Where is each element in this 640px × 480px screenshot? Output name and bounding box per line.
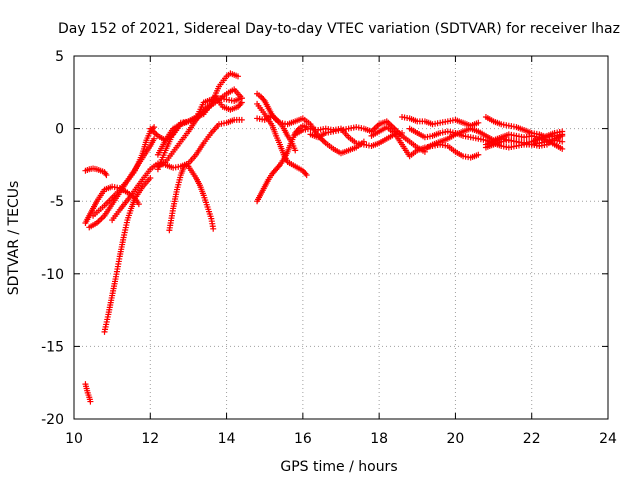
data-point	[559, 138, 566, 145]
x-tick-label: 16	[294, 431, 312, 447]
x-tick-label: 20	[447, 431, 465, 447]
x-axis-label: GPS time / hours	[280, 459, 397, 475]
data-point	[475, 119, 482, 126]
data-point	[147, 174, 154, 181]
data-point	[292, 147, 299, 154]
y-tick-label: 0	[55, 122, 64, 138]
data-point	[135, 201, 142, 208]
data-points	[82, 70, 566, 405]
x-tick-label: 14	[218, 431, 236, 447]
x-tick-label: 12	[141, 431, 159, 447]
data-point	[559, 145, 566, 152]
data-point	[235, 73, 242, 80]
data-point	[103, 172, 110, 179]
data-point	[238, 116, 245, 123]
data-point	[238, 99, 245, 106]
x-tick-label: 22	[523, 431, 541, 447]
y-tick-label: -15	[41, 339, 64, 355]
y-axis-label: SDTVAR / TECUs	[6, 181, 22, 296]
x-tick-label: 18	[370, 431, 388, 447]
data-point	[303, 172, 310, 179]
y-tick-label: -5	[50, 194, 64, 210]
chart-title: Day 152 of 2021, Sidereal Day-to-day VTE…	[58, 21, 620, 37]
data-point	[210, 225, 217, 232]
data-point	[87, 398, 94, 405]
y-tick-label: -20	[41, 412, 64, 428]
x-tick-label: 10	[65, 431, 83, 447]
y-tick-label: -10	[41, 267, 64, 283]
x-tick-label: 24	[599, 431, 617, 447]
data-point	[559, 128, 566, 135]
data-point	[151, 135, 158, 142]
y-tick-label: 5	[55, 49, 64, 65]
axis-ticks: 10 12 14 16 18 20 22 24 5 0 -5 -10 -15 -20	[41, 49, 617, 447]
plot-frame	[73, 55, 609, 420]
data-point	[475, 151, 482, 158]
